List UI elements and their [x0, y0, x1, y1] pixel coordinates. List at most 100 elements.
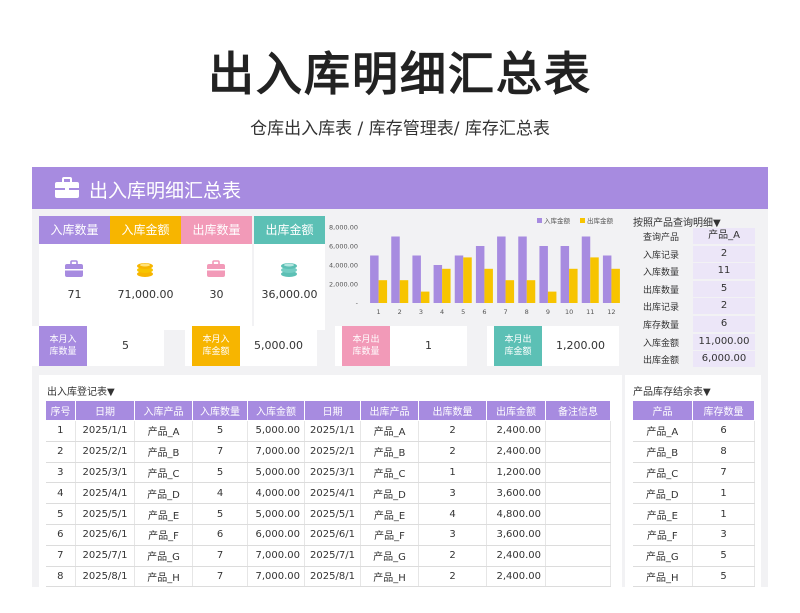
table-cell[interactable]: 5 — [692, 545, 755, 567]
table-cell[interactable]: 3 — [692, 524, 755, 546]
table-cell[interactable]: 2025/5/1 — [75, 503, 135, 525]
table-cell[interactable]: 1 — [45, 420, 76, 442]
table-cell[interactable]: 7 — [45, 545, 76, 567]
table-cell[interactable]: 2025/8/1 — [75, 566, 135, 587]
table-cell[interactable]: 产品_H — [360, 566, 419, 587]
table-cell[interactable] — [545, 482, 611, 505]
table-cell[interactable]: 产品_H — [632, 566, 693, 587]
table-cell[interactable]: 2025/3/1 — [304, 462, 361, 484]
table-cell[interactable]: 产品_A — [134, 420, 193, 442]
table-cell[interactable]: 7,000.00 — [247, 566, 305, 587]
table-cell[interactable]: 5 — [692, 566, 755, 587]
table-cell[interactable]: 产品_G — [360, 545, 419, 567]
table-cell[interactable]: 3 — [418, 482, 487, 505]
table-cell[interactable]: 1 — [692, 482, 755, 505]
table-cell[interactable]: 8 — [45, 566, 76, 587]
table-cell[interactable]: 2025/2/1 — [75, 441, 135, 463]
table-cell[interactable]: 2,400.00 — [486, 566, 546, 587]
table-cell[interactable] — [545, 420, 611, 442]
table-cell[interactable]: 2025/1/1 — [75, 420, 135, 442]
table-cell[interactable]: 产品_E — [632, 503, 693, 525]
table-cell[interactable]: 7,000.00 — [247, 545, 305, 567]
table-cell[interactable]: 2,400.00 — [486, 420, 546, 442]
table-cell[interactable]: 4 — [418, 503, 487, 525]
table-cell[interactable]: 7 — [192, 441, 248, 463]
table-cell[interactable]: 产品_D — [360, 482, 419, 505]
table-cell[interactable] — [545, 441, 611, 463]
table-cell[interactable]: 3,600.00 — [486, 524, 546, 546]
table-cell[interactable]: 产品_G — [632, 545, 693, 567]
table-cell[interactable]: 2025/4/1 — [75, 482, 135, 505]
query-product-select[interactable]: 产品_A — [693, 228, 755, 244]
table-cell[interactable]: 产品_A — [632, 420, 693, 442]
query-panel-title[interactable]: 按照产品查询明细▼ — [633, 218, 721, 229]
table-cell[interactable]: 5,000.00 — [247, 420, 305, 442]
table-cell[interactable]: 2025/7/1 — [75, 545, 135, 567]
table-cell[interactable]: 产品_A — [360, 420, 419, 442]
table-cell[interactable]: 2,400.00 — [486, 545, 546, 567]
stock-title[interactable]: 产品库存结余表▼ — [633, 387, 711, 398]
table-cell[interactable]: 2025/1/1 — [304, 420, 361, 442]
table-cell[interactable]: 1 — [418, 462, 487, 484]
table-cell[interactable]: 7 — [192, 545, 248, 567]
table-cell[interactable]: 产品_C — [134, 462, 193, 484]
table-cell[interactable]: 7 — [192, 566, 248, 587]
table-cell[interactable]: 6 — [45, 524, 76, 546]
table-cell[interactable]: 3,600.00 — [486, 482, 546, 505]
table-cell[interactable]: 产品_F — [360, 524, 419, 546]
table-cell[interactable]: 6,000.00 — [247, 524, 305, 546]
table-cell[interactable]: 2025/3/1 — [75, 462, 135, 484]
table-cell[interactable]: 5 — [192, 503, 248, 525]
table-cell[interactable]: 产品_B — [632, 441, 693, 463]
table-cell[interactable]: 产品_D — [632, 482, 693, 505]
table-cell[interactable]: 2 — [418, 566, 487, 587]
table-cell[interactable]: 2,400.00 — [486, 441, 546, 463]
table-cell[interactable] — [545, 524, 611, 546]
table-cell[interactable]: 5,000.00 — [247, 462, 305, 484]
table-cell[interactable]: 4,000.00 — [247, 482, 305, 505]
table-cell[interactable]: 4 — [45, 482, 76, 505]
table-cell[interactable]: 5,000.00 — [247, 503, 305, 525]
table-cell[interactable] — [545, 545, 611, 567]
table-cell[interactable] — [545, 462, 611, 484]
table-cell[interactable]: 2025/6/1 — [75, 524, 135, 546]
table-cell[interactable]: 2 — [418, 545, 487, 567]
table-cell[interactable]: 1 — [692, 503, 755, 525]
table-cell[interactable]: 5 — [45, 503, 76, 525]
table-cell[interactable]: 产品_F — [632, 524, 693, 546]
table-cell[interactable]: 6 — [692, 420, 755, 442]
table-cell[interactable]: 产品_G — [134, 545, 193, 567]
table-cell[interactable]: 2025/8/1 — [304, 566, 361, 587]
table-cell[interactable]: 产品_E — [360, 503, 419, 525]
table-cell[interactable]: 产品_B — [134, 441, 193, 463]
table-cell[interactable]: 产品_C — [360, 462, 419, 484]
table-cell[interactable]: 2025/5/1 — [304, 503, 361, 525]
table-cell[interactable]: 产品_C — [632, 462, 693, 484]
table-cell[interactable]: 产品_D — [134, 482, 193, 505]
table-cell[interactable]: 产品_F — [134, 524, 193, 546]
table-cell[interactable]: 5 — [192, 462, 248, 484]
register-title[interactable]: 出入库登记表▼ — [47, 387, 115, 398]
table-cell[interactable]: 5 — [192, 420, 248, 442]
table-cell[interactable]: 2 — [45, 441, 76, 463]
table-cell[interactable]: 6 — [192, 524, 248, 546]
table-cell[interactable]: 2 — [418, 441, 487, 463]
table-cell[interactable]: 2025/4/1 — [304, 482, 361, 505]
table-cell[interactable] — [545, 566, 611, 587]
table-cell[interactable]: 产品_B — [360, 441, 419, 463]
table-cell[interactable]: 4,800.00 — [486, 503, 546, 525]
table-cell[interactable]: 2025/2/1 — [304, 441, 361, 463]
table-cell[interactable]: 2025/6/1 — [304, 524, 361, 546]
table-cell[interactable]: 2 — [418, 420, 487, 442]
table-cell[interactable]: 3 — [418, 524, 487, 546]
table-cell[interactable]: 2025/7/1 — [304, 545, 361, 567]
table-cell[interactable]: 1,200.00 — [486, 462, 546, 484]
table-cell[interactable]: 3 — [45, 462, 76, 484]
table-cell[interactable]: 7,000.00 — [247, 441, 305, 463]
table-cell[interactable]: 4 — [192, 482, 248, 505]
table-cell[interactable]: 产品_H — [134, 566, 193, 587]
table-cell[interactable]: 7 — [692, 462, 755, 484]
table-cell[interactable]: 8 — [692, 441, 755, 463]
table-cell[interactable]: 产品_E — [134, 503, 193, 525]
table-cell[interactable] — [545, 503, 611, 525]
